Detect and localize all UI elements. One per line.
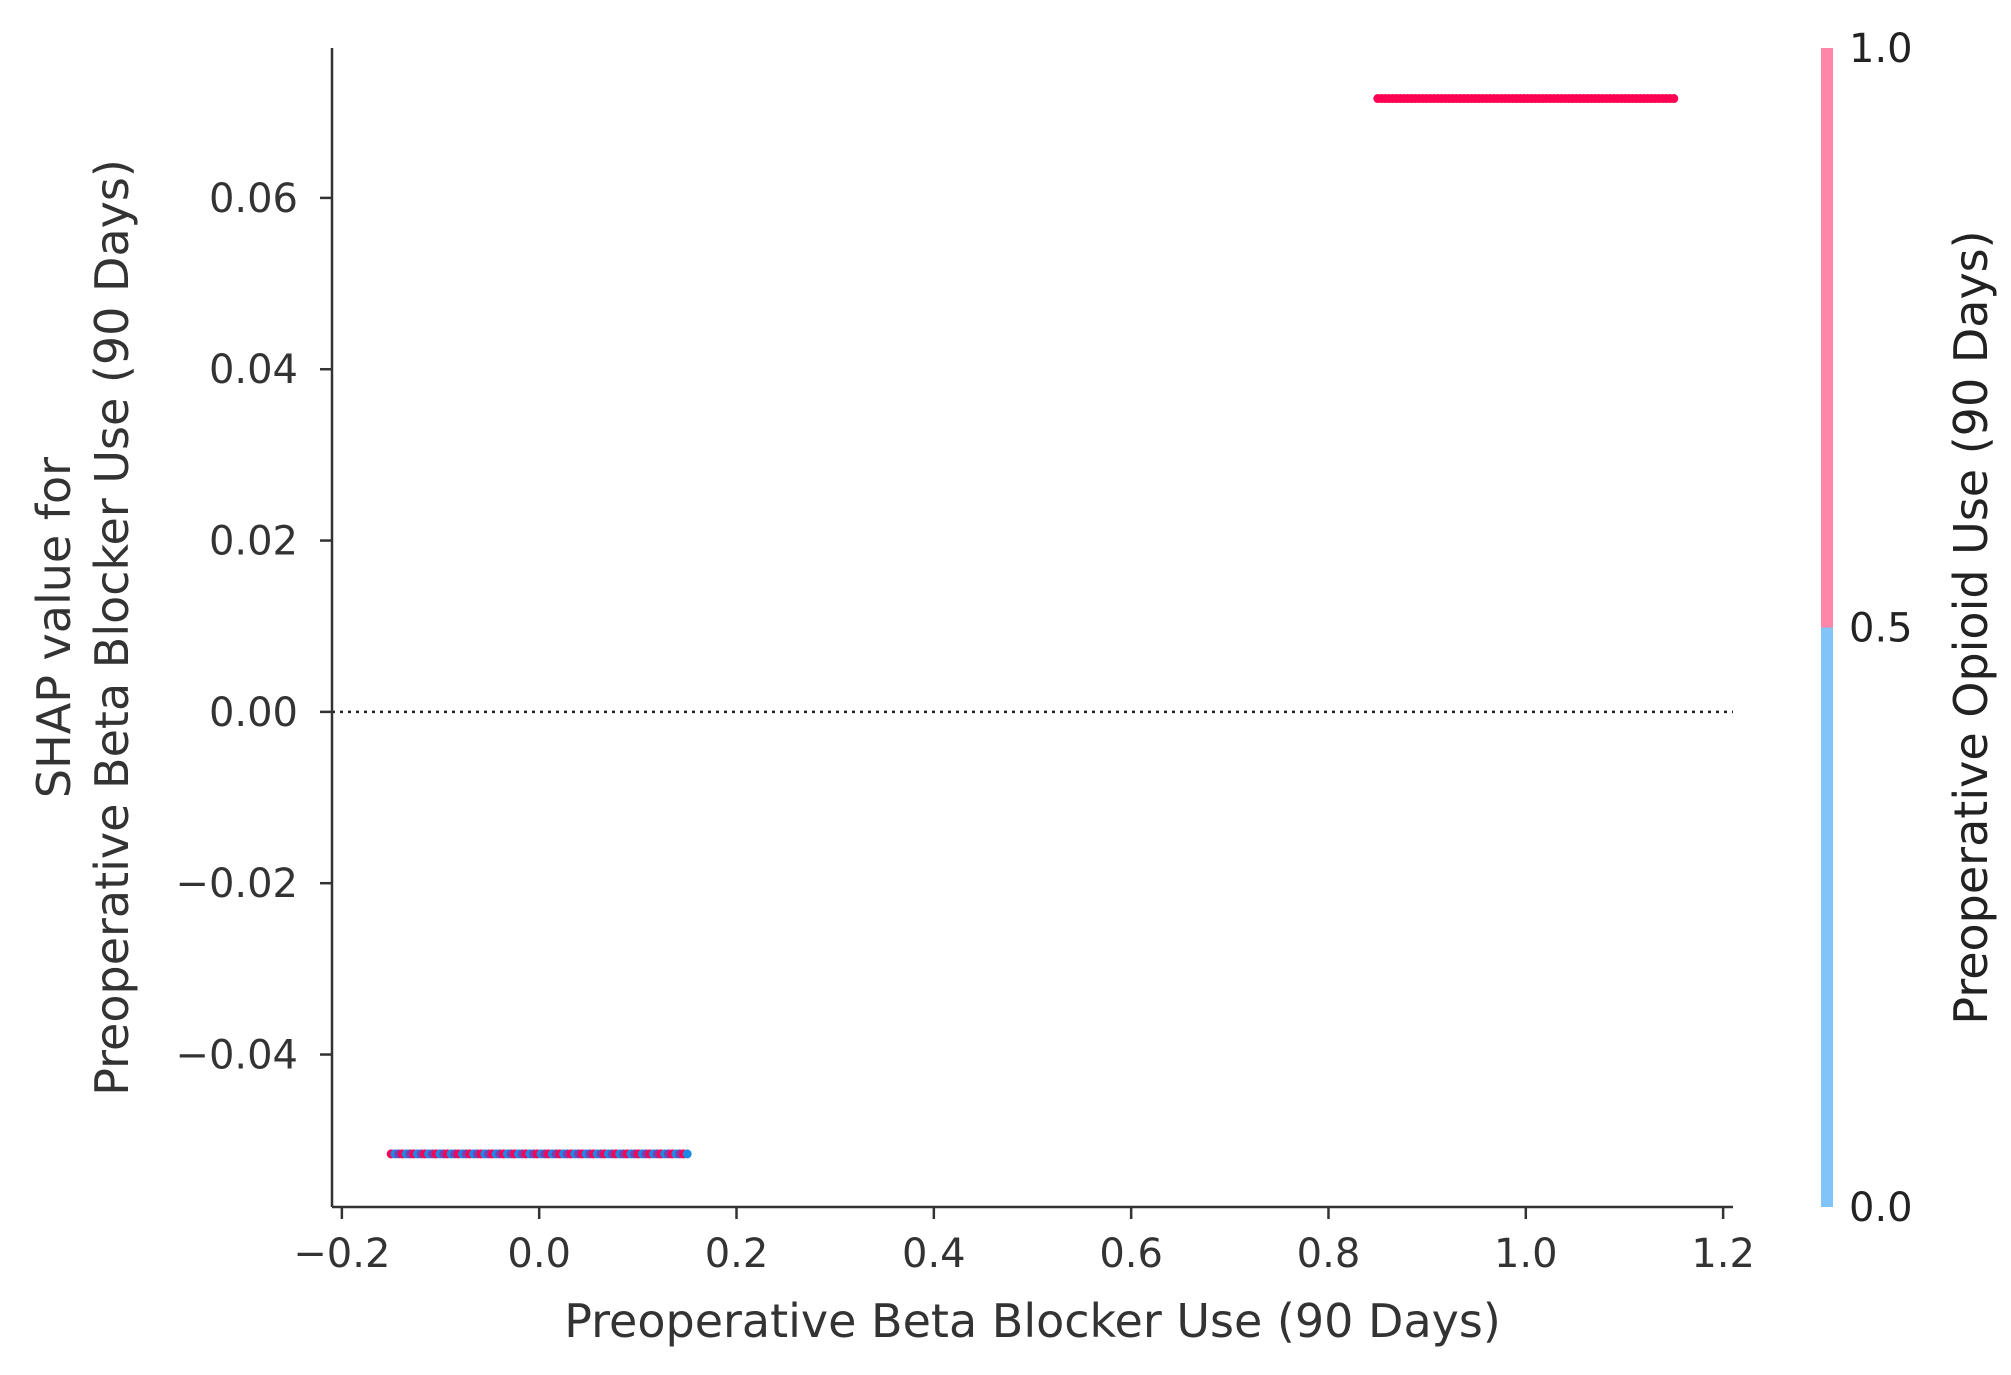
x-axis-ticks: −0.2 0.0 0.2 0.4 0.6 0.8 1.0 1.2 xyxy=(293,1207,1755,1277)
x-tick-label: 1.0 xyxy=(1494,1231,1558,1277)
colorbar-tick-label: 1.0 xyxy=(1849,26,1913,72)
x-tick-label: 0.0 xyxy=(507,1231,571,1277)
colorbar-high-segment xyxy=(1821,48,1833,628)
colorbar-label: Preoperative Opioid Use (90 Days) xyxy=(1944,230,1998,1024)
x-tick-label: −0.2 xyxy=(293,1231,390,1277)
y-axis-label-line-1: SHAP value for xyxy=(27,457,81,798)
data-point xyxy=(682,1149,692,1159)
x-tick-label: 0.4 xyxy=(902,1231,966,1277)
y-axis-label: SHAP value for Preoperative Beta Blocker… xyxy=(27,159,139,1096)
colorbar-low-segment xyxy=(1821,627,1833,1207)
x-tick-label: 0.2 xyxy=(705,1231,769,1277)
x-axis-label: Preoperative Beta Blocker Use (90 Days) xyxy=(564,1294,1501,1348)
y-axis-ticks: −0.04 −0.02 0.00 0.02 0.04 0.06 xyxy=(175,176,332,1079)
colorbar: 0.0 0.5 1.0 Preoperative Opioid Use (90 Da… xyxy=(1821,26,1998,1231)
data-point xyxy=(1669,94,1679,104)
y-tick-label: 0.02 xyxy=(209,519,298,565)
y-tick-label: 0.04 xyxy=(209,347,298,393)
colorbar-ticks: 0.0 0.5 1.0 xyxy=(1849,26,1913,1231)
y-tick-label: −0.04 xyxy=(175,1033,298,1079)
x-tick-label: 0.6 xyxy=(1099,1231,1163,1277)
x-tick-label: 1.2 xyxy=(1691,1231,1755,1277)
data-points xyxy=(386,94,1679,1159)
y-tick-label: 0.06 xyxy=(209,176,298,222)
colorbar-tick-label: 0.5 xyxy=(1849,606,1913,652)
plot-area: −0.2 0.0 0.2 0.4 0.6 0.8 1.0 1.2 −0.04 −0.02 0.00… xyxy=(175,48,1755,1277)
colorbar-tick-label: 0.0 xyxy=(1849,1185,1913,1231)
y-tick-label: −0.02 xyxy=(175,861,298,907)
x-tick-label: 0.8 xyxy=(1297,1231,1361,1277)
y-axis-label-line-2: Preoperative Beta Blocker Use (90 Days) xyxy=(85,159,139,1096)
y-tick-label: 0.00 xyxy=(209,690,298,736)
